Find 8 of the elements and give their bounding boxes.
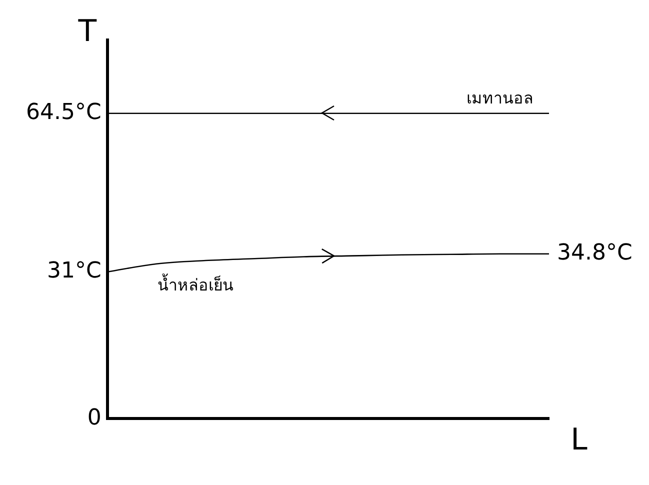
series-label: น้ำหล่อเย็น — [157, 274, 234, 295]
y-tick-label: 64.5°C — [26, 100, 102, 126]
y-tick-label: 31°C — [46, 258, 102, 284]
y-tick-label: 0 — [87, 405, 102, 430]
x-axis-title: L — [570, 422, 588, 458]
y-axis-title: T — [77, 14, 98, 49]
series-label: เมทานอล — [466, 88, 534, 108]
data-label: 34.8°C — [557, 240, 632, 266]
